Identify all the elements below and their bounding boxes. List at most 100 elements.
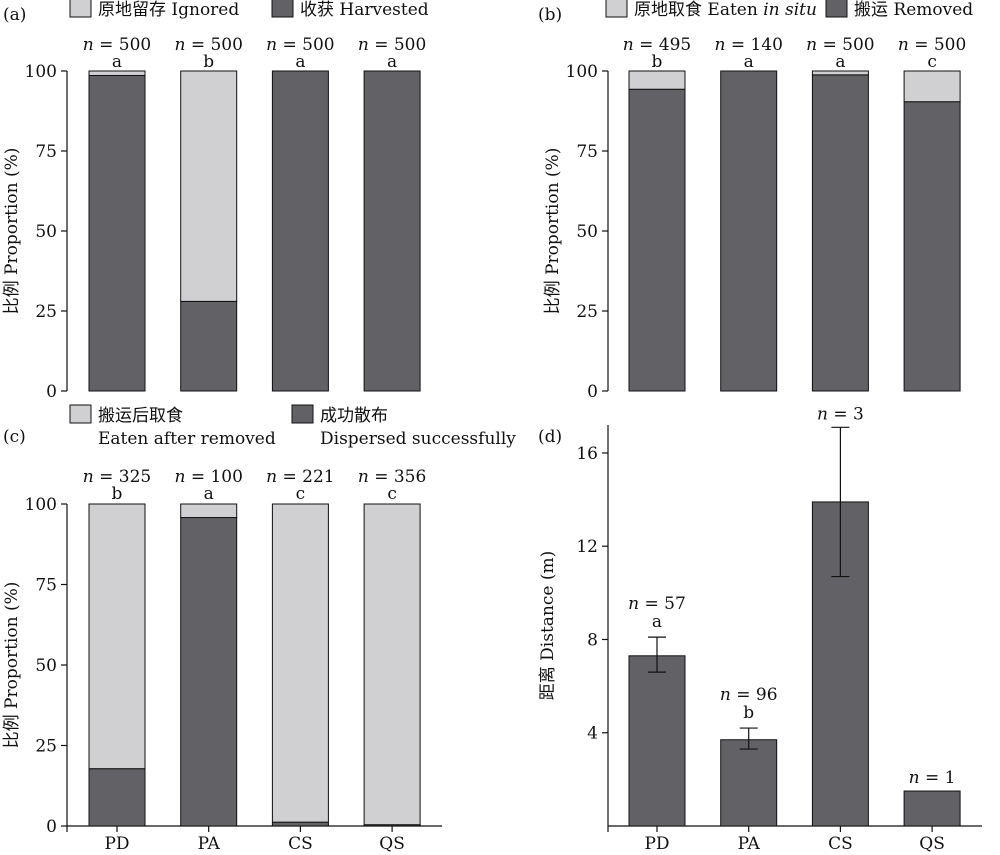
n-label: n = 325 bbox=[83, 467, 151, 487]
significance-letter: b bbox=[203, 52, 214, 72]
panel-label: (d) bbox=[538, 427, 562, 447]
n-label: n = 500 bbox=[174, 35, 242, 55]
bar-pa-series-0 bbox=[720, 70, 778, 392]
y-tick-label: 12 bbox=[576, 537, 598, 557]
y-tick-label: 4 bbox=[587, 724, 598, 744]
panel-label: (b) bbox=[538, 5, 562, 25]
significance-letter: a bbox=[744, 52, 754, 72]
legend-swatch bbox=[825, 0, 848, 18]
n-label: n = 500 bbox=[266, 35, 334, 55]
x-tick-label: CS bbox=[828, 834, 853, 854]
x-tick-label: CS bbox=[288, 834, 313, 854]
y-tick-label: 0 bbox=[46, 382, 57, 402]
y-tick-label: 0 bbox=[587, 382, 598, 402]
panel-label: (c) bbox=[3, 427, 26, 447]
n-label: n = 500 bbox=[358, 35, 426, 55]
legend-label: 收获 Harvested bbox=[300, 0, 429, 20]
significance-letter: c bbox=[387, 484, 397, 504]
panel-c: (c) 0 25 50 75 100 比例 Proportion (%) PD n = 325b… bbox=[2, 404, 516, 854]
significance-letter: a bbox=[835, 52, 845, 72]
legend-swatch bbox=[291, 404, 314, 424]
legend-item: 原地取食 Eaten in situ bbox=[605, 0, 817, 20]
bar-pd-series-1 bbox=[88, 503, 146, 770]
significance-letter: a bbox=[652, 612, 662, 632]
y-tick-label: 16 bbox=[576, 444, 598, 464]
y-tick-label: 8 bbox=[587, 630, 598, 650]
bar-pd bbox=[628, 655, 686, 827]
bar-pd-series-0 bbox=[88, 74, 146, 392]
significance-letter: a bbox=[204, 484, 214, 504]
significance-letter: b bbox=[112, 484, 123, 504]
legend-swatch bbox=[271, 0, 294, 18]
n-label: n = 57 bbox=[628, 594, 686, 614]
error-bar-cs bbox=[831, 426, 850, 578]
significance-letter: b bbox=[743, 703, 754, 723]
legend-label: 搬运后取食 Eaten after removed bbox=[98, 406, 276, 449]
x-tick-label: PD bbox=[644, 834, 669, 854]
n-label: n = 495 bbox=[623, 35, 691, 55]
legend-label: 成功散布 Dispersed successfully bbox=[320, 406, 516, 449]
y-tick-label: 50 bbox=[576, 222, 598, 242]
significance-letter: b bbox=[652, 52, 663, 72]
x-tick-label: PA bbox=[198, 834, 221, 854]
bar-pa-series-1 bbox=[180, 503, 238, 519]
n-label: n = 500 bbox=[83, 35, 151, 55]
y-tick-label: 25 bbox=[35, 302, 57, 322]
significance-letter: a bbox=[387, 52, 397, 72]
significance-letter: c bbox=[927, 52, 937, 72]
n-label: n = 500 bbox=[806, 35, 874, 55]
legend-label: 搬运 Removed bbox=[854, 0, 973, 20]
y-tick-label: 50 bbox=[35, 656, 57, 676]
n-label: n = 221 bbox=[266, 467, 334, 487]
y-tick-label: 50 bbox=[35, 222, 57, 242]
y-axis-label: 比例 Proportion (%) bbox=[2, 582, 22, 749]
y-tick-label: 75 bbox=[576, 142, 598, 162]
y-tick-label: 25 bbox=[35, 737, 57, 757]
n-label: n = 3 bbox=[817, 404, 864, 424]
y-tick-label: 0 bbox=[46, 817, 57, 837]
x-tick-label: QS bbox=[919, 834, 945, 854]
significance-letter: a bbox=[295, 52, 305, 72]
bar-qs-series-1 bbox=[363, 503, 421, 826]
n-label: n = 356 bbox=[358, 467, 426, 487]
legend-item: 原地留存 Ignored bbox=[69, 0, 239, 20]
y-tick-label: 100 bbox=[566, 62, 598, 82]
bar-cs-series-0 bbox=[271, 70, 329, 392]
bar-pa bbox=[720, 739, 778, 827]
n-label: n = 1 bbox=[909, 768, 956, 788]
legend-swatch bbox=[69, 0, 92, 18]
legend-label: 原地留存 Ignored bbox=[98, 0, 239, 20]
legend-swatch bbox=[69, 404, 92, 424]
significance-letter: c bbox=[296, 484, 306, 504]
y-tick-label: 100 bbox=[25, 495, 57, 515]
error-bar-pa bbox=[739, 727, 758, 750]
x-tick-label: QS bbox=[379, 834, 405, 854]
y-tick-label: 75 bbox=[35, 142, 57, 162]
bar-cs-series-1 bbox=[271, 503, 329, 823]
panel-label: (a) bbox=[3, 5, 26, 25]
n-label: n = 140 bbox=[714, 35, 782, 55]
legend-label: 原地取食 Eaten in situ bbox=[634, 0, 817, 20]
bar-pd-series-1 bbox=[88, 70, 146, 76]
y-axis-label: 距离 Distance (m) bbox=[538, 551, 558, 700]
x-tick-label: PA bbox=[738, 834, 761, 854]
n-label: n = 96 bbox=[720, 685, 778, 705]
bar-qs bbox=[903, 790, 961, 827]
y-axis-label: 比例 Proportion (%) bbox=[2, 148, 22, 315]
bar-pd-series-0 bbox=[628, 88, 686, 392]
bar-qs-series-0 bbox=[903, 101, 961, 392]
bar-pd-series-1 bbox=[628, 70, 686, 90]
bar-qs-series-0 bbox=[363, 70, 421, 392]
legend-item: 搬运 Removed bbox=[825, 0, 973, 20]
error-bar-pd bbox=[648, 636, 666, 673]
legend-item: 搬运后取食 Eaten after removed bbox=[69, 404, 276, 449]
legend-item: 收获 Harvested bbox=[271, 0, 429, 20]
legend-item: 成功散布 Dispersed successfully bbox=[291, 404, 516, 449]
bar-pa-series-0 bbox=[180, 300, 238, 392]
bar-cs-series-0 bbox=[271, 821, 329, 827]
bar-qs-series-1 bbox=[903, 70, 961, 103]
legend-swatch bbox=[605, 0, 628, 18]
